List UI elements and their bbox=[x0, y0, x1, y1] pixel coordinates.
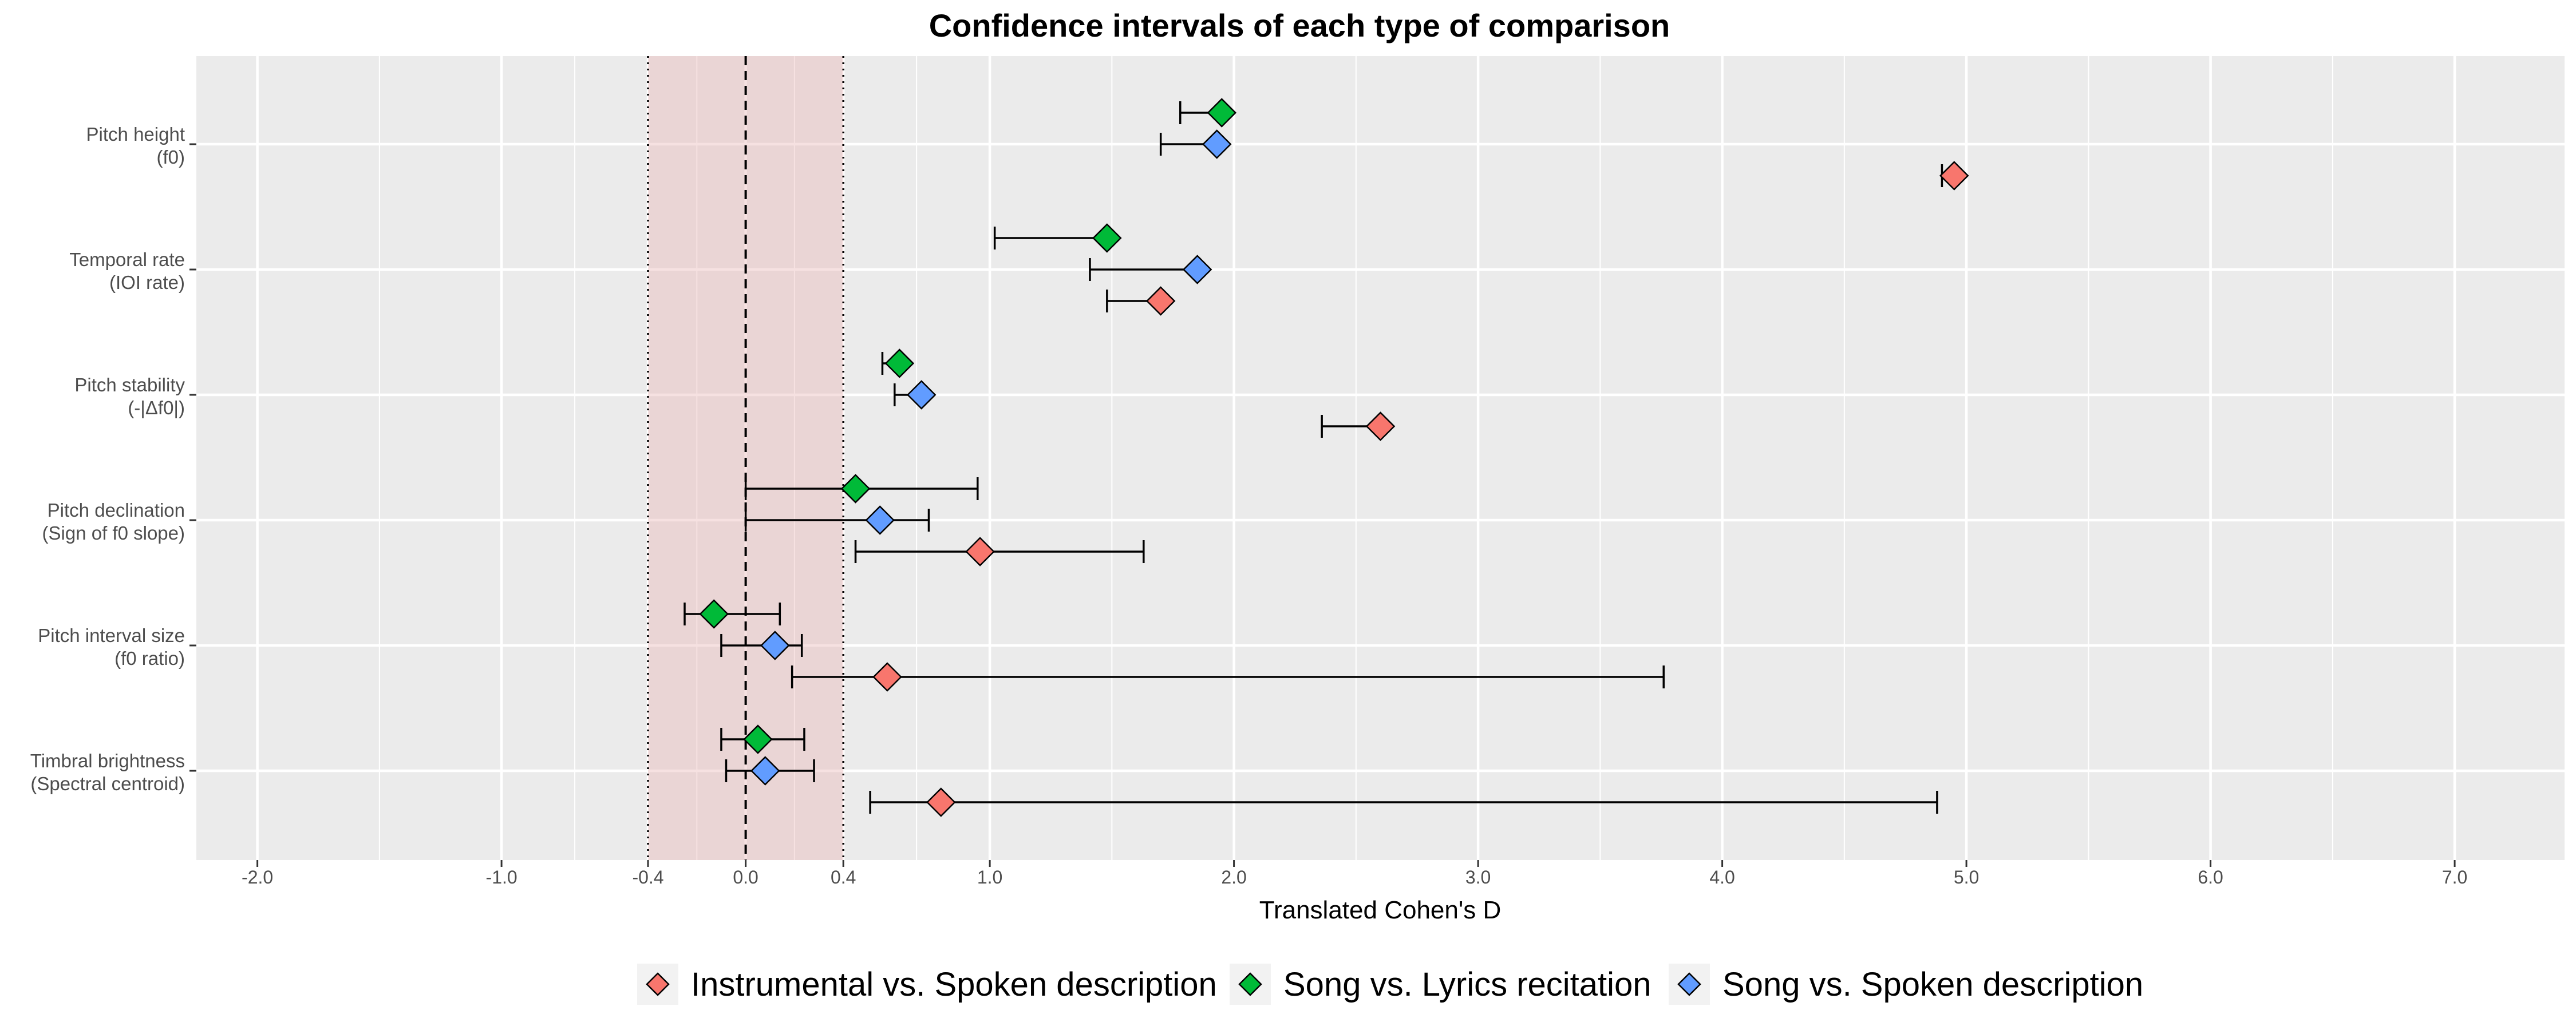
data-point bbox=[1939, 161, 1969, 191]
data-point bbox=[906, 380, 937, 410]
data-point bbox=[760, 631, 790, 660]
y-tick-label: Pitch interval size (f0 ratio) bbox=[38, 625, 185, 669]
x-tick-label: 0.0 bbox=[733, 867, 758, 888]
x-tick-label: 6.0 bbox=[2198, 867, 2223, 888]
y-tick-label: Pitch declination (Sign of f0 slope) bbox=[42, 500, 185, 544]
data-point bbox=[965, 537, 995, 566]
data-point bbox=[865, 505, 895, 535]
legend-item: Song vs. Lyrics recitation bbox=[1230, 964, 1652, 1005]
data-point bbox=[1202, 129, 1232, 159]
x-tick-label: 2.0 bbox=[1221, 867, 1246, 888]
data-point bbox=[1182, 255, 1212, 284]
x-tick-label: 3.0 bbox=[1465, 867, 1491, 888]
x-tick-label: -0.4 bbox=[632, 867, 663, 888]
data-point bbox=[926, 787, 956, 817]
legend-marker bbox=[1677, 972, 1701, 996]
legend-label: Song vs. Lyrics recitation bbox=[1283, 966, 1652, 1003]
chart-title: Confidence intervals of each type of com… bbox=[929, 7, 1670, 43]
x-tick-label: 4.0 bbox=[1709, 867, 1735, 888]
y-tick-label: Temporal rate (IOI rate) bbox=[69, 249, 185, 293]
legend-item: Instrumental vs. Spoken description bbox=[637, 964, 1217, 1005]
legend-label: Song vs. Spoken description bbox=[1722, 966, 2143, 1003]
y-tick-label: Timbral brightness (Spectral centroid) bbox=[30, 750, 185, 794]
data-points bbox=[699, 98, 1969, 817]
grid-minor bbox=[378, 56, 2333, 860]
data-point bbox=[884, 348, 915, 378]
x-tick-label: -1.0 bbox=[486, 867, 517, 888]
error-bar bbox=[854, 540, 1145, 563]
x-tick-label: -2.0 bbox=[242, 867, 273, 888]
error-bar bbox=[791, 665, 1665, 688]
y-axis: Pitch height (f0) Temporal rate (IOI rate) P… bbox=[30, 124, 196, 794]
data-point bbox=[1145, 286, 1176, 316]
legend: Instrumental vs. Spoken description Song … bbox=[637, 964, 2143, 1005]
data-point bbox=[743, 724, 773, 754]
data-point bbox=[872, 662, 902, 692]
x-tick-label: 0.4 bbox=[831, 867, 856, 888]
data-point bbox=[1092, 223, 1122, 253]
y-tick-label: Pitch stability (-|Δf0|) bbox=[74, 374, 185, 418]
legend-marker bbox=[1238, 972, 1262, 996]
y-tick-label: Pitch height (f0) bbox=[86, 124, 185, 168]
x-axis: -2.0 -1.0 -0.4 0.0 0.4 1.0 2.0 3.0 4.0 5.0 6.0 7.0 bbox=[242, 860, 2467, 888]
data-point bbox=[1207, 98, 1237, 128]
data-point bbox=[1365, 411, 1396, 441]
x-tick-label: 5.0 bbox=[1954, 867, 1979, 888]
x-tick-label: 7.0 bbox=[2442, 867, 2467, 888]
data-point bbox=[840, 474, 871, 504]
data-point bbox=[699, 599, 729, 629]
data-point bbox=[750, 756, 780, 786]
legend-label: Instrumental vs. Spoken description bbox=[691, 966, 1217, 1003]
x-axis-title: Translated Cohen's D bbox=[1259, 896, 1502, 924]
legend-item: Song vs. Spoken description bbox=[1669, 964, 2143, 1005]
error-bar bbox=[869, 791, 1938, 814]
legend-marker bbox=[646, 972, 670, 996]
reference-band-layer bbox=[647, 56, 844, 860]
plot-panel bbox=[196, 56, 2565, 860]
error-bar bbox=[744, 509, 930, 532]
x-tick-label: 1.0 bbox=[977, 867, 1002, 888]
